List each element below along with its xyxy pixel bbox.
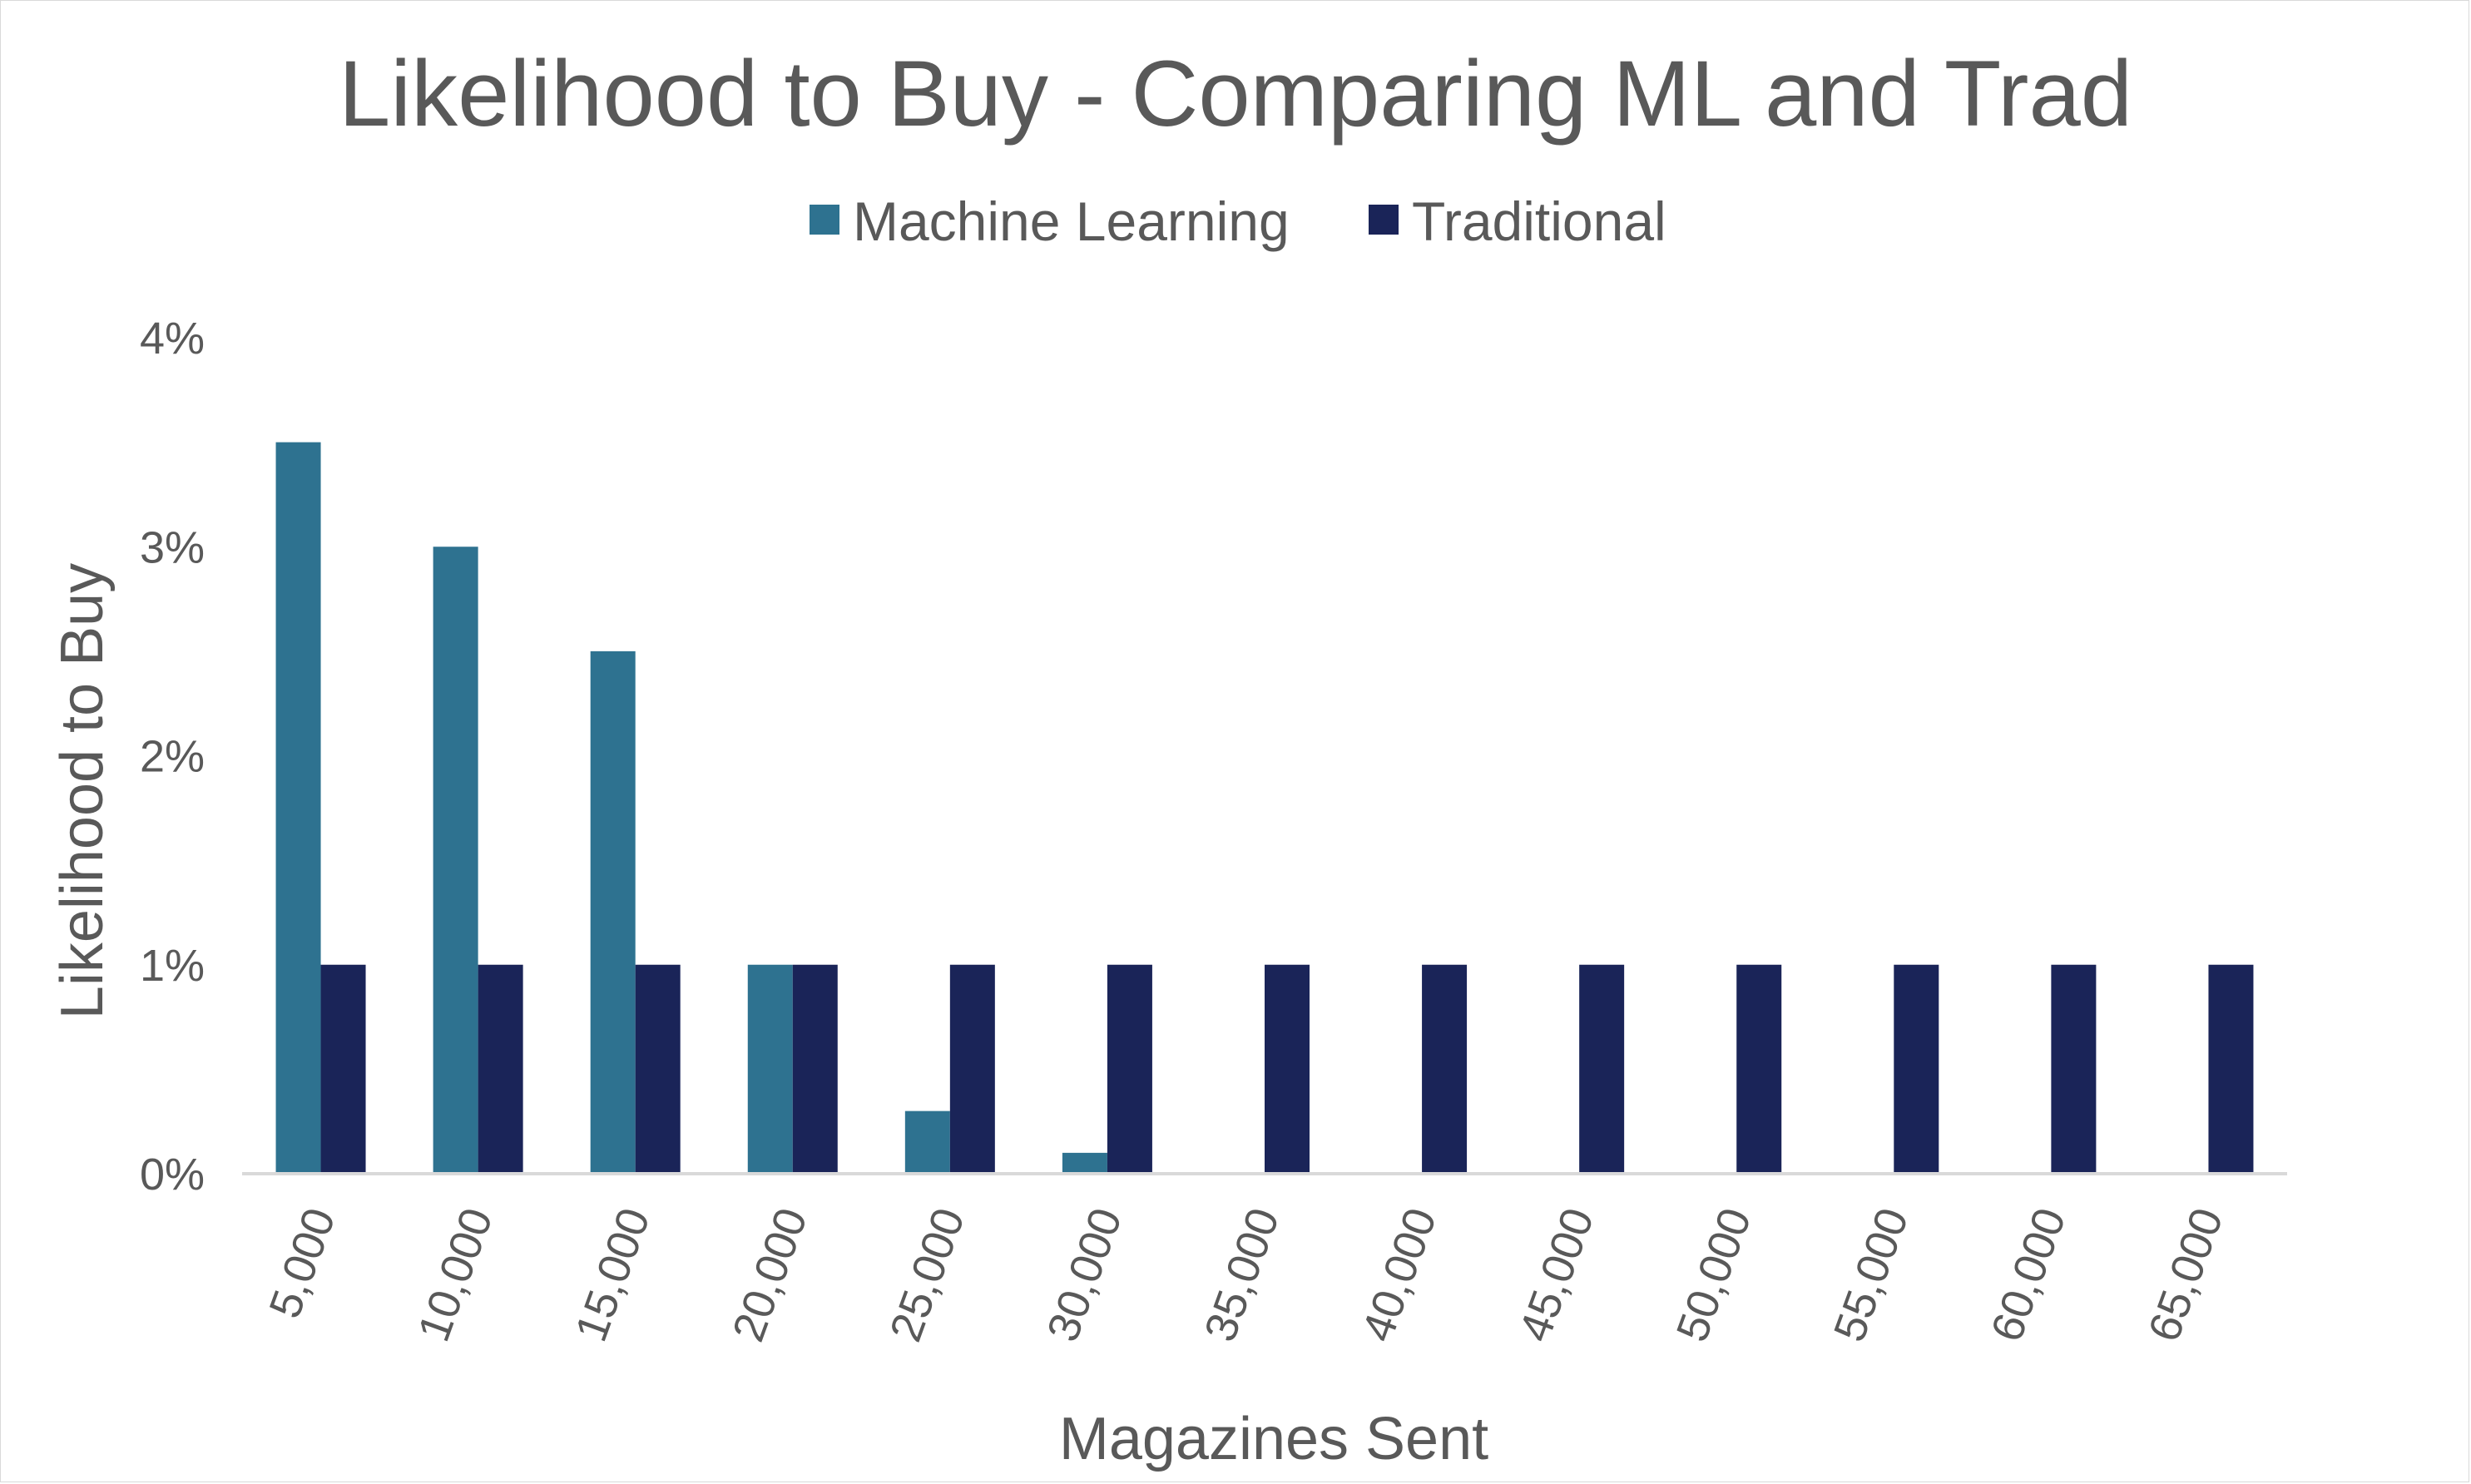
- bar-traditional: [320, 964, 366, 1174]
- bar-traditional: [949, 964, 995, 1174]
- bar-traditional: [1422, 964, 1468, 1174]
- bar-traditional: [478, 964, 523, 1174]
- bar-traditional: [1265, 964, 1310, 1174]
- x-tick-label: 15,000: [566, 1202, 660, 1348]
- x-tick-label: 20,000: [723, 1202, 817, 1348]
- legend-swatch-machine-learning: [810, 205, 839, 235]
- x-tick-label: 25,000: [880, 1202, 974, 1348]
- bar-machine-learning: [904, 1111, 950, 1174]
- x-tick-label: 40,000: [1352, 1202, 1446, 1348]
- bar-machine-learning: [275, 442, 321, 1174]
- bar-traditional: [1894, 964, 1939, 1174]
- bar-traditional: [792, 964, 838, 1174]
- bar-traditional: [2208, 964, 2254, 1174]
- bar-machine-learning: [433, 547, 478, 1174]
- chart-title: Likelihood to Buy - Comparing ML and Tra…: [339, 42, 2132, 146]
- bar-machine-learning: [590, 650, 636, 1174]
- x-tick-label: 10,000: [409, 1202, 503, 1348]
- x-tick-label: 5,000: [260, 1202, 345, 1325]
- y-tick-label: 0%: [140, 1150, 205, 1200]
- x-tick-label: 30,000: [1037, 1202, 1132, 1348]
- x-tick-label: 60,000: [1982, 1202, 2076, 1348]
- y-axis-title: Likelihood to Buy: [49, 563, 116, 1019]
- bar-traditional: [2051, 964, 2097, 1174]
- bar-series: [275, 442, 2254, 1174]
- y-tick-label: 3%: [140, 522, 205, 572]
- legend-swatch-traditional: [1369, 205, 1399, 235]
- bar-traditional: [1579, 964, 1625, 1174]
- x-axis-title: Magazines Sent: [1059, 1406, 1488, 1472]
- bar-traditional: [1736, 964, 1782, 1174]
- bar-traditional: [1107, 964, 1152, 1174]
- y-tick-label: 1%: [140, 941, 205, 991]
- x-tick-label: 50,000: [1667, 1202, 1761, 1348]
- y-tick-label: 2%: [140, 732, 205, 782]
- legend-label-traditional: Traditional: [1412, 190, 1666, 252]
- x-tick-label: 35,000: [1195, 1202, 1289, 1348]
- x-tick-label: 55,000: [1825, 1202, 1919, 1348]
- bar-machine-learning: [747, 964, 793, 1174]
- x-tick-label: 65,000: [2139, 1202, 2233, 1348]
- legend: Machine Learning Traditional: [810, 190, 1666, 252]
- legend-label-machine-learning: Machine Learning: [853, 190, 1290, 252]
- y-axis-ticks: 0% 1% 2% 3% 4%: [140, 314, 205, 1200]
- bar-traditional: [635, 964, 681, 1174]
- y-tick-label: 4%: [140, 314, 205, 364]
- bar-machine-learning: [1062, 1152, 1107, 1174]
- x-tick-label: 45,000: [1510, 1202, 1604, 1348]
- x-axis-ticks: 5,000 10,000 15,000 20,000 25,000 30,000 35,00…: [260, 1202, 2233, 1348]
